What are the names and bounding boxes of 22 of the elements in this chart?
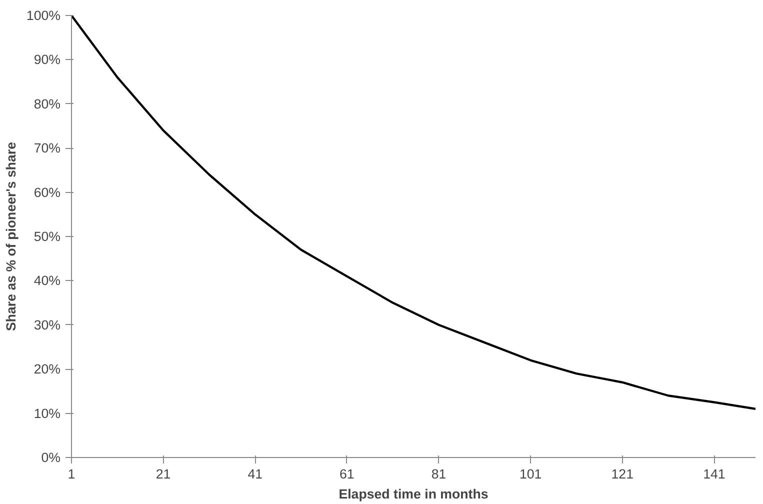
y-tick-label: 20% xyxy=(34,362,61,377)
x-tick-label: 1 xyxy=(68,466,76,482)
x-tick-label: 61 xyxy=(340,466,354,482)
y-axis-title: Share as % of pioneer's share xyxy=(3,142,18,332)
x-axis-title: Elapsed time in months xyxy=(338,486,488,502)
y-tick-label: 50% xyxy=(34,229,61,244)
y-tick-label: 10% xyxy=(34,406,61,421)
y-tick-label: 100% xyxy=(26,8,61,23)
y-tick-label: 40% xyxy=(34,273,61,288)
x-tick-label: 121 xyxy=(611,466,634,482)
y-tick-label: 80% xyxy=(34,96,61,112)
y-tick-label: 60% xyxy=(34,184,61,200)
line-series xyxy=(72,16,756,410)
y-tick-label: 90% xyxy=(34,52,61,68)
y-tick-label: 70% xyxy=(34,140,61,156)
x-tick-label: 101 xyxy=(519,466,542,482)
x-tick-label: 21 xyxy=(156,466,171,482)
x-tick-label: 141 xyxy=(703,466,726,482)
x-tick-label: 41 xyxy=(248,466,263,482)
y-tick-label: 30% xyxy=(34,317,61,332)
y-tick-label: 0% xyxy=(41,450,61,465)
x-tick-label: 81 xyxy=(431,466,446,482)
